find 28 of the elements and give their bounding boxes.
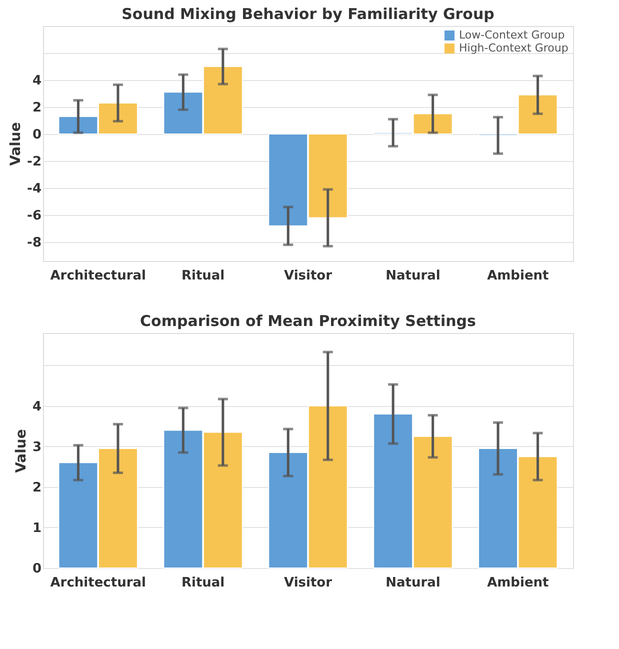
chart-title: Sound Mixing Behavior by Familiarity Group [122, 5, 495, 23]
y-tick-label: 0 [32, 562, 42, 576]
y-axis-title: Value [13, 429, 30, 473]
chart-title: Comparison of Mean Proximity Settings [140, 312, 476, 330]
x-tick-label: Ambient [487, 268, 549, 284]
y-tick-label: 3 [32, 440, 42, 455]
y-tick-label: -8 [27, 236, 42, 251]
x-tick-label: Architectural [50, 576, 146, 590]
y-tick-label: -2 [27, 154, 42, 170]
y-tick-label: 2 [32, 100, 42, 116]
x-tick-label: Visitor [284, 268, 333, 284]
y-tick-label: 4 [32, 399, 42, 414]
y-tick-label: 2 [32, 480, 42, 496]
legend-label: High-Context Group [459, 42, 568, 54]
y-axis-title: Value [8, 122, 24, 166]
y-tick-label: 4 [32, 74, 42, 89]
x-tick-label: Ambient [487, 576, 549, 590]
y-tick-label: -4 [27, 182, 42, 197]
legend-label: Low-Context Group [459, 28, 565, 42]
x-tick-label: Natural [386, 576, 440, 590]
x-tick-label: Ritual [181, 576, 225, 590]
y-tick-label: -6 [27, 208, 42, 224]
x-tick-label: Ritual [181, 268, 225, 284]
y-tick-label: 0 [32, 128, 42, 143]
x-tick-label: Natural [386, 268, 440, 284]
x-tick-label: Architectural [50, 268, 146, 284]
x-tick-label: Visitor [284, 576, 333, 590]
y-tick-label: 1 [32, 520, 42, 536]
